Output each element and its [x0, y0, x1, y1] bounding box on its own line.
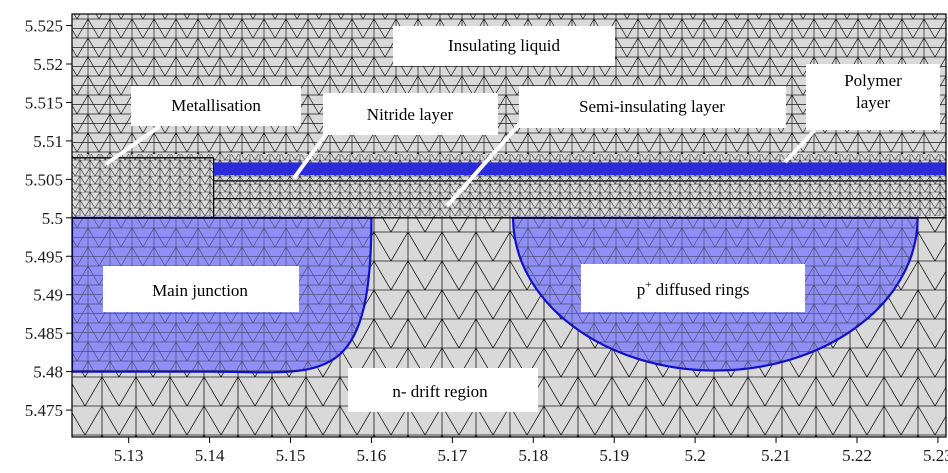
semi-insulating-pointer — [445, 118, 525, 208]
y-tick-label: 5.52 — [33, 55, 63, 74]
x-tick-label: 5.15 — [276, 446, 306, 465]
x-tick-label: 5.16 — [357, 446, 387, 465]
y-tick-label: 5.49 — [33, 286, 63, 305]
insulating-liquid-label: Insulating liquid — [448, 36, 560, 55]
x-tick-label: 5.14 — [195, 446, 225, 465]
insulating-liquid-box — [393, 26, 615, 66]
x-tick-label: 5.17 — [437, 446, 467, 465]
x-tick-label: 5.21 — [761, 446, 791, 465]
y-tick-label: 5.505 — [25, 170, 63, 189]
metallisation-label: Metallisation — [171, 96, 261, 115]
nitride-layer-box — [323, 93, 498, 135]
semi-insulating-label: Semi-insulating layer — [579, 97, 725, 116]
plot-area — [72, 14, 946, 437]
callouts: Insulating liquid Metallisation Nitride … — [103, 26, 940, 412]
y-tick-label: 5.51 — [33, 132, 63, 151]
x-tick-label: 5.13 — [114, 446, 144, 465]
y-tick-label: 5.495 — [25, 247, 63, 266]
p-plus-rest: diffused rings — [651, 280, 749, 299]
y-axis: 5.5255.525.5155.515.5055.55.4955.495.485… — [25, 17, 72, 420]
n-drift-box — [348, 368, 538, 412]
y-tick-label: 5.515 — [25, 93, 63, 112]
main-junction-box — [103, 266, 299, 312]
p-plus-rings-label: p+ diffused rings — [637, 279, 750, 299]
nitride-pointer — [292, 132, 328, 180]
x-tick-label: 5.22 — [842, 446, 872, 465]
y-tick-label: 5.5 — [42, 209, 63, 228]
polymer-pointer — [783, 128, 817, 164]
y-tick-label: 5.485 — [25, 324, 63, 343]
x-axis: 5.13 5.14 5.15 5.16 5.17 5.18 5.19 5.2 5.21 5.22 5… — [114, 437, 948, 465]
nitride-layer-label: Nitride layer — [367, 105, 454, 124]
plot-frame — [71, 13, 947, 438]
p-plus-rings-box — [581, 264, 805, 312]
polymer-layer — [213, 162, 946, 176]
y-tick-label: 5.525 — [25, 17, 63, 36]
semi-insulating-box — [519, 86, 786, 128]
polymer-layer-box — [806, 64, 940, 130]
p-plus-sup: + — [645, 279, 651, 291]
polymer-layer-label-line1: Polymer — [844, 71, 902, 90]
x-tick-label: 5.23 — [923, 446, 948, 465]
y-tick-label: 5.475 — [25, 401, 63, 420]
main-junction-label: Main junction — [152, 281, 248, 300]
p-plus-base: p — [637, 280, 646, 299]
x-tick-label: 5.2 — [685, 446, 706, 465]
y-tick-label: 5.48 — [33, 363, 63, 382]
x-tick-label: 5.18 — [518, 446, 548, 465]
polymer-layer-label-line2: layer — [856, 93, 890, 112]
x-tick-label: 5.19 — [599, 446, 629, 465]
metallisation-pointer — [104, 124, 162, 166]
n-drift-label: n- drift region — [392, 382, 488, 401]
metallisation-box — [131, 86, 301, 126]
